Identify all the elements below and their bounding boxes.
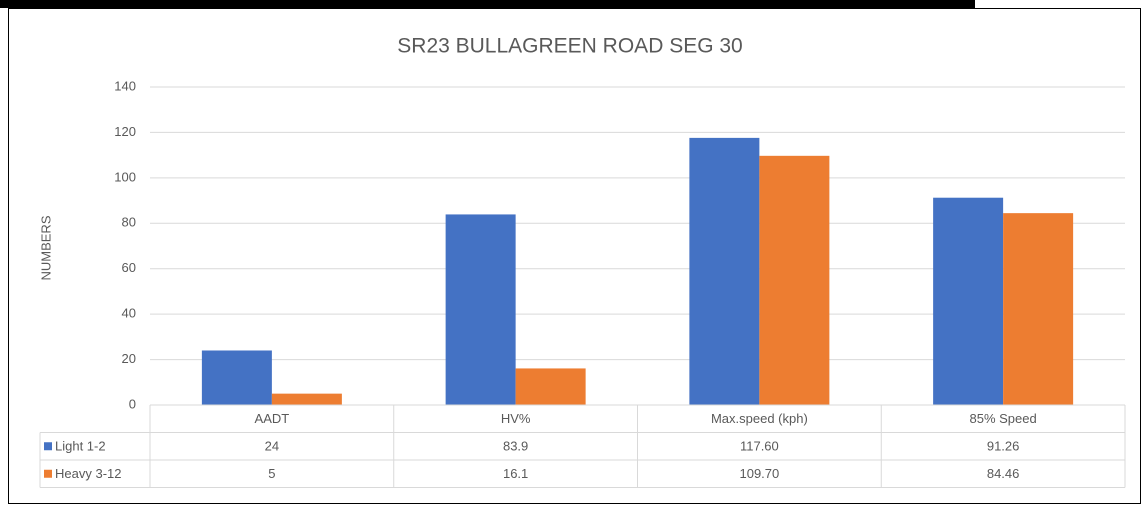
bar [1003, 213, 1074, 405]
table-cell: 24 [265, 439, 279, 454]
bar [689, 137, 760, 405]
y-tick-label: 20 [122, 351, 136, 366]
table-cell: 16.1 [503, 466, 528, 481]
chart-title: SR23 BULLAGREEN ROAD SEG 30 [397, 35, 742, 58]
x-tick-label: AADT [255, 411, 290, 426]
table-cell: 5 [268, 466, 275, 481]
legend-label: Heavy 3-12 [55, 466, 121, 481]
bar [201, 350, 272, 405]
table-cell: 117.60 [740, 439, 779, 454]
y-tick-label: 100 [114, 169, 136, 184]
x-tick-label: Max.speed (kph) [711, 411, 808, 426]
y-tick-label: 0 [129, 396, 136, 411]
top-bar [0, 0, 975, 8]
y-tick-label: 80 [122, 215, 136, 230]
x-tick-label: 85% Speed [970, 411, 1037, 426]
x-tick-label: HV% [501, 411, 531, 426]
legend-key [44, 469, 52, 478]
bar [515, 368, 586, 405]
table-cell: 91.26 [987, 439, 1020, 454]
legend-key [44, 442, 52, 451]
bar [271, 393, 342, 405]
y-tick-label: 120 [114, 124, 136, 139]
bar [933, 197, 1004, 405]
legend-label: Light 1-2 [55, 439, 106, 454]
table-cell: 109.70 [739, 466, 779, 481]
y-tick-label: 40 [122, 306, 136, 321]
bar [759, 155, 830, 405]
y-tick-label: 60 [122, 260, 136, 275]
bar [445, 214, 516, 405]
table-cell: 83.9 [503, 439, 528, 454]
table-cell: 84.46 [987, 466, 1020, 481]
y-axis-label: NUMBERS [38, 215, 53, 280]
y-tick-label: 140 [114, 78, 136, 93]
